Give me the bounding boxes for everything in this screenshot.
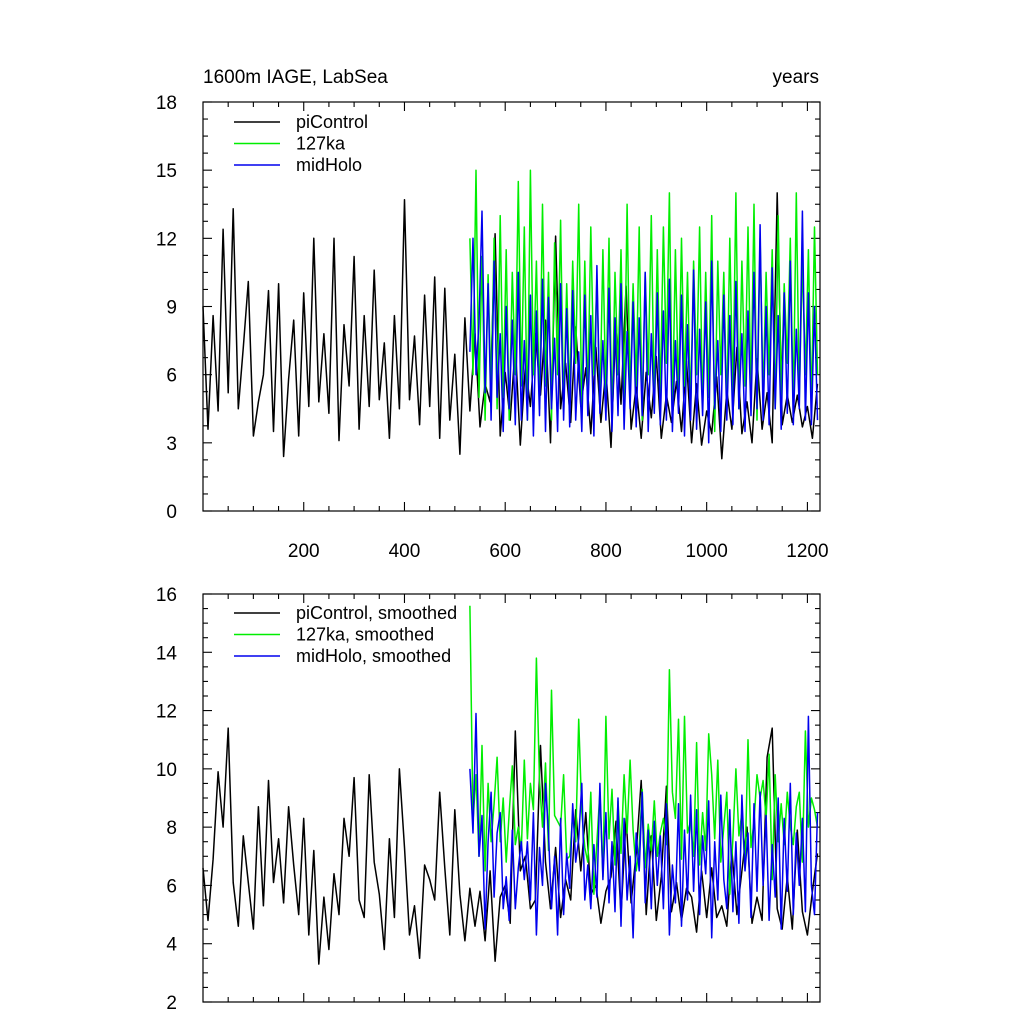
y-tick-label: 2: [166, 993, 177, 1014]
x-tick-label: 1000: [686, 541, 728, 562]
x-tick-label: 800: [590, 541, 622, 562]
y-tick-label: 6: [166, 366, 177, 387]
bottom-plot-frame: [202, 593, 821, 1003]
top-series: [202, 169, 819, 460]
x-tick-label: 600: [489, 541, 521, 562]
legend-label: midHolo, smoothed: [296, 646, 451, 666]
top-axis-ticks: [203, 101, 820, 512]
top-chart-units: years: [773, 67, 819, 88]
x-tick-label: 200: [288, 541, 320, 562]
top-x-tick-labels: 200 400 600 800 1000 1200: [288, 541, 829, 562]
legend-label: 127ka, smoothed: [296, 625, 434, 645]
y-tick-label: 9: [166, 298, 177, 319]
bottom-series: [202, 605, 819, 965]
y-tick-label: 3: [166, 434, 177, 455]
y-tick-label: 0: [166, 502, 177, 523]
y-tick-label: 15: [156, 161, 177, 182]
legend-label: 127ka: [296, 134, 346, 154]
y-tick-label: 10: [156, 760, 177, 781]
legend-label: midHolo: [296, 155, 362, 175]
series-line-picontrol: [202, 727, 819, 965]
y-tick-label: 16: [156, 585, 177, 606]
y-tick-label: 14: [156, 643, 178, 664]
legend-label: piControl, smoothed: [296, 603, 457, 623]
bottom-y-tick-labels: 2 4 6 8 10 12 14 16: [156, 585, 178, 1014]
series-line-midholo: [469, 712, 819, 939]
y-tick-label: 6: [166, 876, 177, 897]
legend-label: piControl: [296, 112, 368, 132]
series-line-midholo: [469, 210, 819, 444]
y-tick-label: 8: [166, 818, 177, 839]
y-tick-label: 12: [156, 702, 177, 723]
x-tick-label: 400: [389, 541, 421, 562]
x-tick-label: 1200: [786, 541, 828, 562]
y-tick-label: 18: [156, 93, 177, 114]
y-tick-label: 4: [166, 935, 177, 956]
top-chart-title: 1600m IAGE, LabSea: [203, 67, 388, 88]
top-y-tick-labels: 0 3 6 9 12 15 18: [156, 93, 177, 523]
y-tick-label: 12: [156, 229, 177, 250]
top-plot-frame: [202, 101, 821, 512]
top-panel: 1600m IAGE, LabSea years 0 3 6 9 12 15 18 200 4…: [156, 67, 829, 562]
